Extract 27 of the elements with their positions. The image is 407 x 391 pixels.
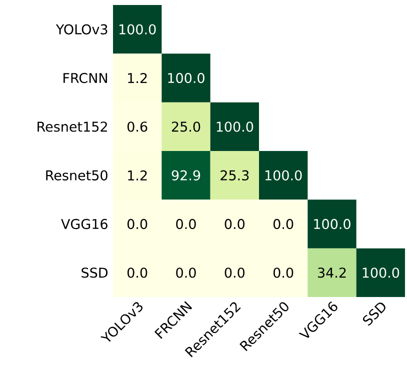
data-label: 100.0: [168, 72, 204, 84]
data-label: 100.0: [362, 268, 400, 278]
data-label: 100.0: [314, 218, 350, 230]
data-label: 100.0: [216, 122, 254, 132]
data-label: 0.0: [176, 218, 196, 230]
y-tick-label: SSD: [82, 268, 108, 278]
data-label: 0.0: [273, 268, 294, 278]
data-label: 0.0: [127, 218, 148, 230]
y-tick-label: Resnet152: [38, 122, 107, 132]
data-label: 100.0: [119, 24, 156, 34]
data-label: 0.0: [273, 218, 294, 230]
data-label: 0.0: [224, 218, 244, 230]
data-label: 25.3: [220, 170, 249, 180]
data-label: 1.2: [128, 170, 147, 180]
y-tick-label: Resnet50: [46, 170, 108, 180]
data-label: 100.0: [265, 170, 302, 180]
data-label: 0.6: [127, 122, 148, 132]
data-label: 0.0: [127, 268, 148, 278]
data-label: 92.9: [172, 170, 200, 180]
data-label: 34.2: [318, 268, 346, 278]
data-label: 25.0: [172, 122, 200, 132]
y-tick-label: VGG16: [61, 218, 108, 230]
data-label: 0.0: [176, 268, 196, 278]
y-tick-label: FRCNN: [64, 72, 107, 84]
data-label: 0.0: [224, 268, 244, 278]
y-tick-label: YOLOv3: [56, 24, 108, 34]
data-label: 1.2: [128, 73, 147, 84]
